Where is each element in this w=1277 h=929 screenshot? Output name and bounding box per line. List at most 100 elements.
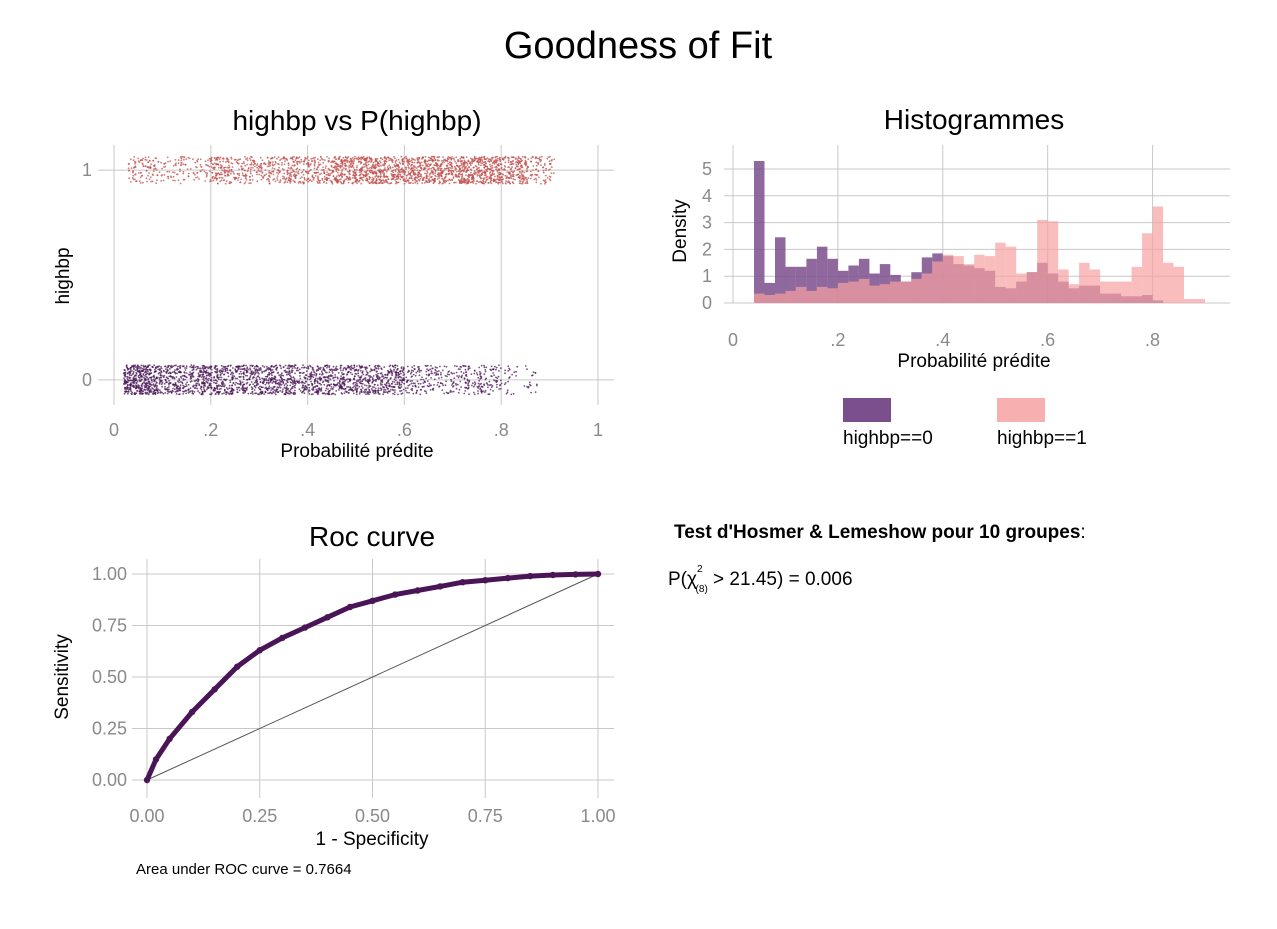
scatter-point	[283, 163, 286, 166]
scatter-point	[394, 383, 397, 386]
scatter-point	[259, 381, 262, 383]
scatter-point	[430, 157, 433, 160]
scatter-point	[268, 182, 271, 185]
scatter-point	[379, 176, 382, 179]
scatter-point	[460, 177, 463, 180]
scatter-point	[152, 388, 154, 390]
scatter-point	[141, 378, 143, 381]
scatter-point	[257, 168, 260, 170]
scatter-point	[266, 156, 269, 159]
scatter-point	[476, 373, 479, 376]
scatter-point	[489, 180, 492, 183]
scatter-point	[273, 389, 276, 392]
scatter-point	[328, 366, 331, 369]
scatter-point	[403, 156, 406, 159]
scatter-point	[448, 373, 451, 376]
scatter-point	[271, 156, 274, 159]
scatter-point	[405, 177, 408, 180]
scatter-point	[495, 386, 498, 388]
scatter-point	[184, 369, 187, 371]
scatter-point	[250, 392, 252, 395]
scatter-point	[136, 364, 139, 367]
scatter-point	[281, 391, 284, 394]
scatter-point	[398, 170, 401, 173]
scatter-point	[303, 366, 305, 369]
scatter-point	[439, 174, 442, 177]
scatter-point	[496, 377, 499, 379]
scatter-point	[222, 158, 225, 160]
scatter-point	[276, 175, 279, 178]
scatter-point	[490, 369, 492, 372]
scatter-point	[220, 164, 222, 166]
scatter-point	[552, 172, 555, 175]
scatter-point	[405, 157, 408, 160]
scatter-point	[133, 178, 136, 181]
scatter-point	[244, 164, 247, 167]
scatter-point	[341, 385, 343, 388]
scatter-point	[256, 180, 259, 183]
scatter-point	[394, 182, 397, 185]
scatter-point	[154, 167, 157, 170]
scatter-point	[347, 386, 350, 388]
scatter-point	[381, 158, 384, 161]
scatter-point	[335, 369, 338, 372]
scatter-point	[451, 173, 454, 176]
scatter-point	[454, 365, 456, 367]
scatter-point	[436, 178, 439, 181]
scatter-point	[282, 374, 285, 377]
scatter-point	[126, 381, 129, 384]
scatter-point	[318, 382, 321, 385]
scatter-point	[189, 387, 192, 389]
scatter-point	[460, 162, 463, 165]
scatter-point	[338, 380, 341, 382]
scatter-point	[396, 381, 399, 384]
scatter-point	[132, 159, 135, 162]
scatter-point	[155, 157, 158, 160]
scatter-point	[236, 391, 239, 393]
scatter-point	[144, 375, 146, 377]
scatter-point	[307, 170, 310, 173]
scatter-point	[488, 172, 491, 174]
scatter-point	[189, 371, 192, 373]
scatter-point	[505, 177, 507, 180]
scatter-point	[160, 366, 162, 368]
scatter-point	[349, 371, 352, 374]
scatter-point	[223, 373, 226, 376]
scatter-point	[375, 158, 377, 160]
scatter-point	[287, 373, 290, 376]
scatter-point	[224, 171, 227, 174]
scatter-point	[129, 370, 132, 373]
scatter-point	[520, 158, 522, 161]
scatter-point	[353, 176, 356, 179]
scatter-point	[376, 377, 379, 380]
scatter-point	[184, 378, 186, 381]
scatter-point	[480, 162, 483, 165]
scatter-point	[261, 166, 263, 169]
scatter-point	[357, 374, 360, 377]
scatter-point	[151, 173, 154, 176]
scatter-point	[374, 167, 377, 170]
scatter-point	[443, 158, 446, 161]
scatter-point	[464, 390, 467, 392]
scatter-point	[540, 159, 543, 162]
scatter-point	[374, 387, 377, 390]
scatter-point	[347, 179, 350, 181]
scatter-point	[257, 169, 260, 172]
scatter-point	[159, 372, 162, 375]
scatter-point	[459, 368, 461, 371]
scatter-point	[246, 374, 249, 377]
scatter-point	[443, 365, 446, 368]
scatter-point	[438, 172, 441, 175]
scatter-point	[333, 379, 335, 382]
scatter-point	[294, 393, 296, 395]
scatter-point	[351, 156, 354, 159]
scatter-point	[353, 364, 356, 367]
scatter-point	[338, 381, 341, 384]
scatter-point	[328, 157, 330, 160]
scatter-point	[312, 376, 315, 378]
scatter-point	[204, 180, 207, 182]
scatter-point	[342, 159, 344, 162]
scatter-point	[220, 171, 223, 174]
scatter-point	[274, 393, 277, 396]
scatter-point	[212, 175, 214, 178]
